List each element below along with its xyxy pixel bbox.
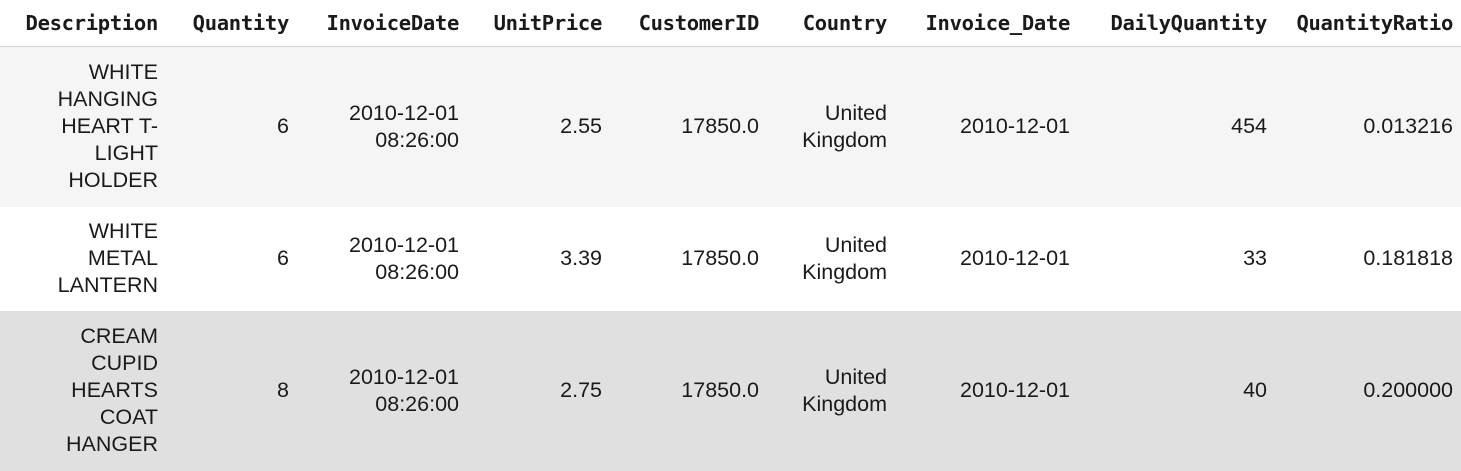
cell-customerid: 17850.0: [681, 378, 759, 402]
cell-country: United Kingdom: [771, 47, 899, 207]
cell-quantity: 6: [277, 246, 289, 270]
cell-country-text: United Kingdom: [802, 364, 887, 416]
cell-country-text: United Kingdom: [802, 232, 887, 284]
column-header-description: Description: [0, 0, 170, 47]
cell-quantity: 8: [277, 378, 289, 402]
column-header-invoicedate: InvoiceDate: [301, 0, 471, 47]
cell-invoicedate: 2010-12-01 08:26:00: [301, 311, 471, 471]
cell-unitprice: 2.55: [560, 114, 602, 139]
cell-quantity: 6: [277, 114, 289, 139]
table-row: CREAM CUPID HEARTS COAT HANGER 8 2010-12…: [0, 310, 1461, 471]
cell-dailyquantity: 33: [1243, 246, 1267, 270]
cell-quantityratio: 0.013216: [1363, 114, 1453, 139]
column-header-quantity: Quantity: [170, 0, 301, 47]
table-row: WHITE HANGING HEART T-LIGHT HOLDER 6 201…: [0, 46, 1461, 207]
column-header-customerid: CustomerID: [614, 0, 771, 47]
column-header-dailyquantity: DailyQuantity: [1082, 0, 1279, 47]
header-row: Description Quantity InvoiceDate UnitPri…: [0, 0, 1461, 47]
cell-description-text: CREAM CUPID HEARTS COAT HANGER: [66, 324, 158, 456]
cell-invoicedate: 2010-12-01 08:26:00: [301, 47, 471, 207]
cell-invoicedate: 2010-12-01 08:26:00: [301, 207, 471, 311]
cell-invoicedate-text: 2010-12-01 08:26:00: [349, 100, 459, 152]
cell-customerid: 17850.0: [681, 246, 759, 270]
cell-invoice-date: 2010-12-01: [960, 114, 1070, 139]
cell-quantityratio: 0.181818: [1363, 246, 1453, 270]
cell-unitprice: 3.39: [560, 246, 602, 270]
cell-invoice-date: 2010-12-01: [960, 378, 1070, 402]
cell-description: CREAM CUPID HEARTS COAT HANGER: [0, 311, 170, 471]
cell-description-text: WHITE METAL LANTERN: [57, 219, 158, 297]
table-row: WHITE METAL LANTERN 6 2010-12-01 08:26:0…: [0, 206, 1461, 311]
cell-invoicedate-text: 2010-12-01 08:26:00: [349, 232, 459, 284]
column-header-unitprice: UnitPrice: [471, 0, 614, 47]
column-header-country: Country: [771, 0, 899, 47]
cell-dailyquantity: 454: [1231, 114, 1267, 139]
cell-description-text: WHITE HANGING HEART T-LIGHT HOLDER: [57, 60, 158, 193]
cell-description: WHITE METAL LANTERN: [0, 207, 170, 311]
cell-customerid: 17850.0: [681, 114, 759, 139]
cell-quantityratio: 0.200000: [1363, 378, 1453, 402]
cell-dailyquantity: 40: [1243, 378, 1267, 402]
cell-description: WHITE HANGING HEART T-LIGHT HOLDER: [0, 47, 170, 207]
cell-invoicedate-text: 2010-12-01 08:26:00: [349, 364, 459, 416]
cell-country: United Kingdom: [771, 207, 899, 311]
cell-invoice-date: 2010-12-01: [960, 246, 1070, 270]
column-header-invoice-date: Invoice_Date: [899, 0, 1082, 47]
cell-unitprice: 2.75: [560, 378, 602, 402]
column-header-quantityratio: QuantityRatio: [1279, 0, 1461, 47]
cell-country-text: United Kingdom: [802, 100, 887, 152]
cell-country: United Kingdom: [771, 311, 899, 471]
